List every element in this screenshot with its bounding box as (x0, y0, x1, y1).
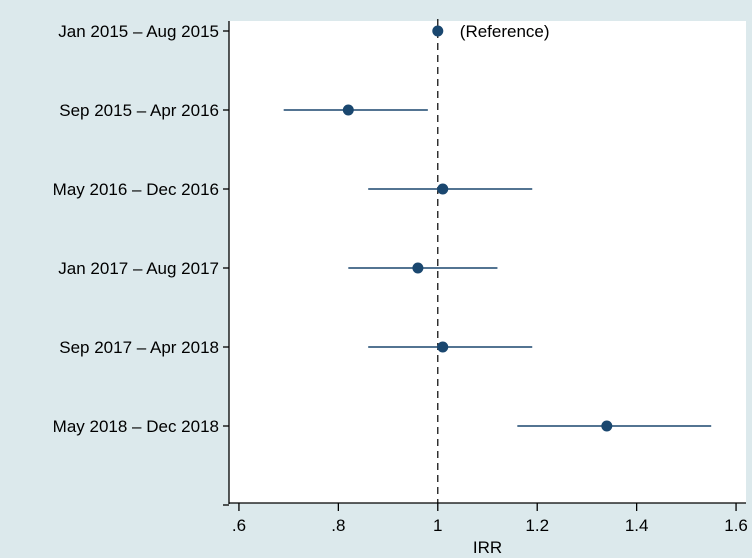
point-annotation: (Reference) (460, 22, 550, 41)
plot-area (229, 21, 746, 503)
point-estimate (432, 25, 444, 37)
point-estimate (412, 262, 424, 274)
y-tick-label: Jan 2015 – Aug 2015 (58, 22, 219, 41)
point-estimate (342, 104, 354, 116)
data-layer: (Reference) (283, 22, 712, 432)
point-estimate (601, 420, 613, 432)
x-tick-label: 1.2 (525, 516, 549, 535)
point-estimate (437, 341, 449, 353)
y-tick-label: May 2016 – Dec 2016 (53, 180, 219, 199)
y-tick-label: Sep 2017 – Apr 2018 (59, 338, 219, 357)
x-axis-label: IRR (473, 538, 502, 557)
x-tick-label: 1 (433, 516, 442, 535)
y-tick-label: Jan 2017 – Aug 2017 (58, 259, 219, 278)
point-estimate (437, 183, 449, 195)
x-tick-label: .8 (331, 516, 345, 535)
x-tick-label: 1.4 (625, 516, 649, 535)
x-tick-label: 1.6 (724, 516, 748, 535)
x-tick-label: .6 (232, 516, 246, 535)
y-tick-label: Sep 2015 – Apr 2016 (59, 101, 219, 120)
y-tick-label: May 2018 – Dec 2018 (53, 417, 219, 436)
axis-layer: .6 .8 1 1.2 1.4 1.6 Jan 2015 – Aug 2015 Sep 201… (53, 21, 748, 535)
